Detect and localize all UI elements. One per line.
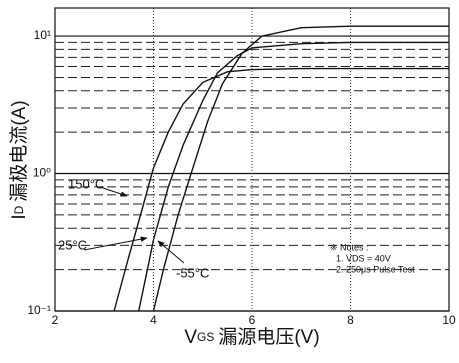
label-arrow xyxy=(83,236,148,251)
series-line xyxy=(152,25,449,312)
x-tick-label: 4 xyxy=(150,313,157,327)
y-label-text: 漏极电流(A) xyxy=(8,100,30,201)
x-tick-label: 8 xyxy=(347,313,354,327)
y-label-sub: D xyxy=(12,205,26,214)
x-label-text: 漏源电压(V) xyxy=(218,326,319,348)
y-tick-label: 10⁰ xyxy=(33,166,51,180)
y-tick-label: 10¹ xyxy=(34,28,51,42)
series-line xyxy=(113,67,449,312)
y-tick-label: 10⁻¹ xyxy=(27,303,51,317)
series-label: -55°C xyxy=(176,265,209,280)
series-label: 25°C xyxy=(58,237,87,252)
label-arrow xyxy=(157,240,185,264)
note: 2. 250μs Pulse Test xyxy=(336,264,415,274)
x-tick-label: 6 xyxy=(249,313,256,327)
x-label-symbol: V xyxy=(184,327,197,348)
x-tick-label: 2 xyxy=(52,313,59,327)
series-label: 150°C xyxy=(68,176,104,191)
x-tick-label: 10 xyxy=(442,313,456,327)
note: ※ Notes : xyxy=(330,242,369,252)
plot-frame xyxy=(54,7,450,312)
x-label-sub: GS xyxy=(197,330,214,344)
y-label-symbol: I xyxy=(9,214,30,219)
y-axis-label: ID 漏极电流(A) xyxy=(8,100,30,219)
label-arrow xyxy=(99,186,128,197)
note: 1. VDS = 40V xyxy=(336,253,391,263)
x-axis-label: VGS 漏源电压(V) xyxy=(184,326,319,348)
series-line xyxy=(138,41,449,312)
